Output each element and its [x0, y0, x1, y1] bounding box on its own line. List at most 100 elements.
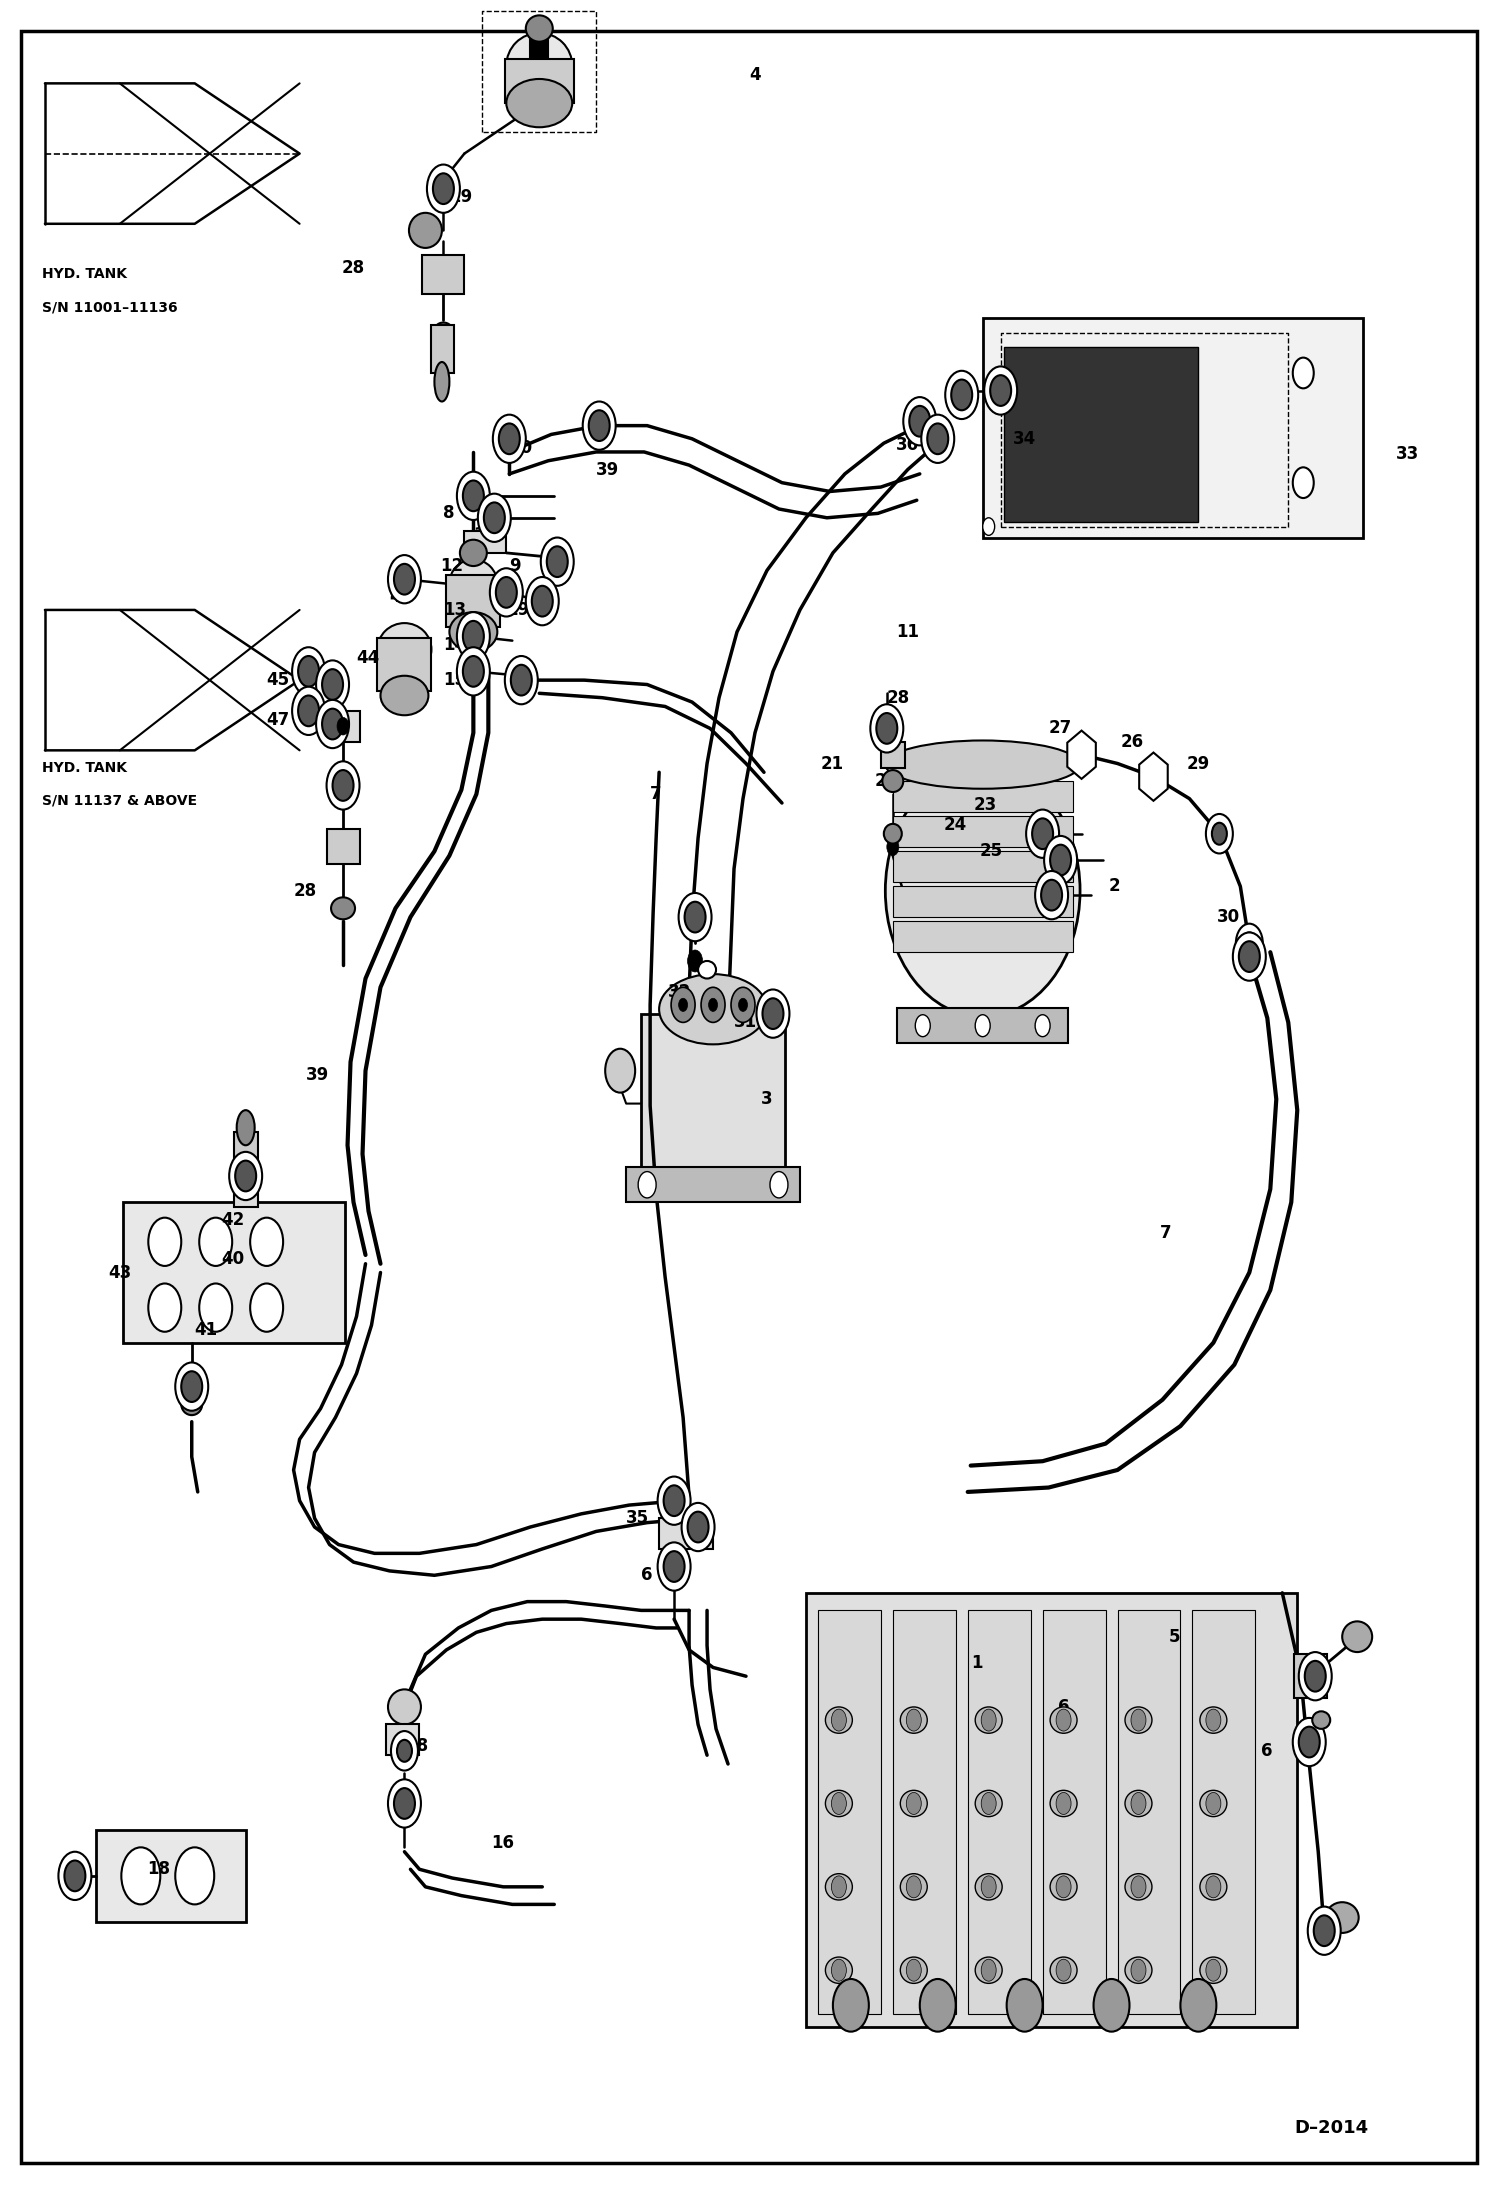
Circle shape — [250, 1218, 283, 1266]
Text: 19: 19 — [506, 601, 529, 619]
Ellipse shape — [975, 1707, 1002, 1733]
Circle shape — [292, 647, 325, 695]
Bar — [234, 1185, 258, 1207]
Bar — [464, 531, 506, 553]
Text: 40: 40 — [222, 1251, 244, 1268]
Circle shape — [175, 1847, 214, 1904]
Circle shape — [235, 1161, 256, 1191]
Circle shape — [121, 1847, 160, 1904]
Circle shape — [903, 397, 936, 445]
Ellipse shape — [1125, 1707, 1152, 1733]
Text: 6: 6 — [641, 1567, 653, 1584]
Text: 23: 23 — [974, 796, 998, 814]
Ellipse shape — [1050, 1957, 1077, 1983]
Ellipse shape — [1326, 1902, 1359, 1933]
Text: 7: 7 — [1159, 1224, 1171, 1242]
Circle shape — [391, 1731, 418, 1771]
Polygon shape — [1067, 731, 1097, 779]
Circle shape — [532, 586, 553, 617]
Bar — [1004, 347, 1198, 522]
Ellipse shape — [900, 1874, 927, 1900]
Text: 29: 29 — [1186, 755, 1210, 772]
Circle shape — [292, 687, 325, 735]
Bar — [386, 1724, 419, 1755]
Bar — [968, 1610, 1031, 2014]
Text: 4: 4 — [389, 588, 401, 606]
Circle shape — [298, 656, 319, 687]
Circle shape — [463, 621, 484, 652]
Circle shape — [1206, 1792, 1221, 1814]
Circle shape — [505, 656, 538, 704]
Bar — [893, 921, 1073, 952]
Text: 10: 10 — [473, 527, 496, 544]
Text: 3: 3 — [761, 1090, 773, 1108]
Circle shape — [427, 165, 460, 213]
Circle shape — [831, 1959, 846, 1981]
Circle shape — [906, 1959, 921, 1981]
Ellipse shape — [1200, 1707, 1227, 1733]
Circle shape — [1056, 1709, 1071, 1731]
Text: 14: 14 — [443, 636, 466, 654]
Ellipse shape — [449, 559, 497, 608]
Text: 8: 8 — [443, 505, 455, 522]
Ellipse shape — [434, 362, 449, 402]
Circle shape — [1239, 941, 1260, 972]
Circle shape — [388, 555, 421, 603]
Circle shape — [876, 713, 897, 744]
Bar — [1192, 1610, 1255, 2014]
Text: 26: 26 — [1121, 733, 1143, 750]
Circle shape — [499, 423, 520, 454]
Circle shape — [199, 1218, 232, 1266]
Bar — [893, 886, 1073, 917]
Text: D–2014: D–2014 — [1294, 2119, 1368, 2137]
Circle shape — [833, 1979, 869, 2032]
Text: 36: 36 — [896, 437, 918, 454]
Text: 11: 11 — [896, 623, 918, 641]
Text: 22: 22 — [875, 772, 899, 790]
Circle shape — [983, 518, 995, 535]
Circle shape — [664, 1485, 685, 1516]
Circle shape — [981, 1959, 996, 1981]
Circle shape — [688, 950, 703, 972]
Circle shape — [981, 1792, 996, 1814]
Text: 29: 29 — [449, 189, 473, 206]
Ellipse shape — [1125, 1790, 1152, 1817]
Text: 39: 39 — [306, 1066, 330, 1084]
Circle shape — [1299, 1652, 1332, 1700]
Circle shape — [951, 380, 972, 410]
Bar — [96, 1830, 246, 1922]
Circle shape — [1242, 932, 1257, 954]
Ellipse shape — [380, 676, 428, 715]
Circle shape — [1206, 1959, 1221, 1981]
Circle shape — [981, 1709, 996, 1731]
Bar — [1118, 1610, 1180, 2014]
Ellipse shape — [825, 1874, 852, 1900]
Ellipse shape — [331, 897, 355, 919]
Circle shape — [671, 987, 695, 1022]
Bar — [893, 851, 1073, 882]
Circle shape — [583, 402, 616, 450]
Circle shape — [1146, 766, 1161, 788]
Ellipse shape — [900, 1957, 927, 1983]
Text: HYD. TANK: HYD. TANK — [42, 761, 127, 774]
Circle shape — [1212, 823, 1227, 845]
Ellipse shape — [460, 540, 487, 566]
Circle shape — [1293, 467, 1314, 498]
Ellipse shape — [1125, 1957, 1152, 1983]
Circle shape — [1074, 744, 1089, 766]
Ellipse shape — [975, 1874, 1002, 1900]
Circle shape — [397, 1740, 412, 1762]
Text: 6: 6 — [1261, 1742, 1273, 1760]
Text: 15: 15 — [443, 671, 466, 689]
Ellipse shape — [1342, 1621, 1372, 1652]
Circle shape — [1236, 924, 1263, 963]
Text: 25: 25 — [980, 842, 1002, 860]
Text: 44: 44 — [357, 649, 380, 667]
Ellipse shape — [1050, 1874, 1077, 1900]
Ellipse shape — [181, 1393, 202, 1415]
Circle shape — [547, 546, 568, 577]
Circle shape — [870, 704, 903, 753]
Circle shape — [731, 987, 755, 1022]
Bar — [431, 325, 454, 373]
Circle shape — [250, 1283, 283, 1332]
